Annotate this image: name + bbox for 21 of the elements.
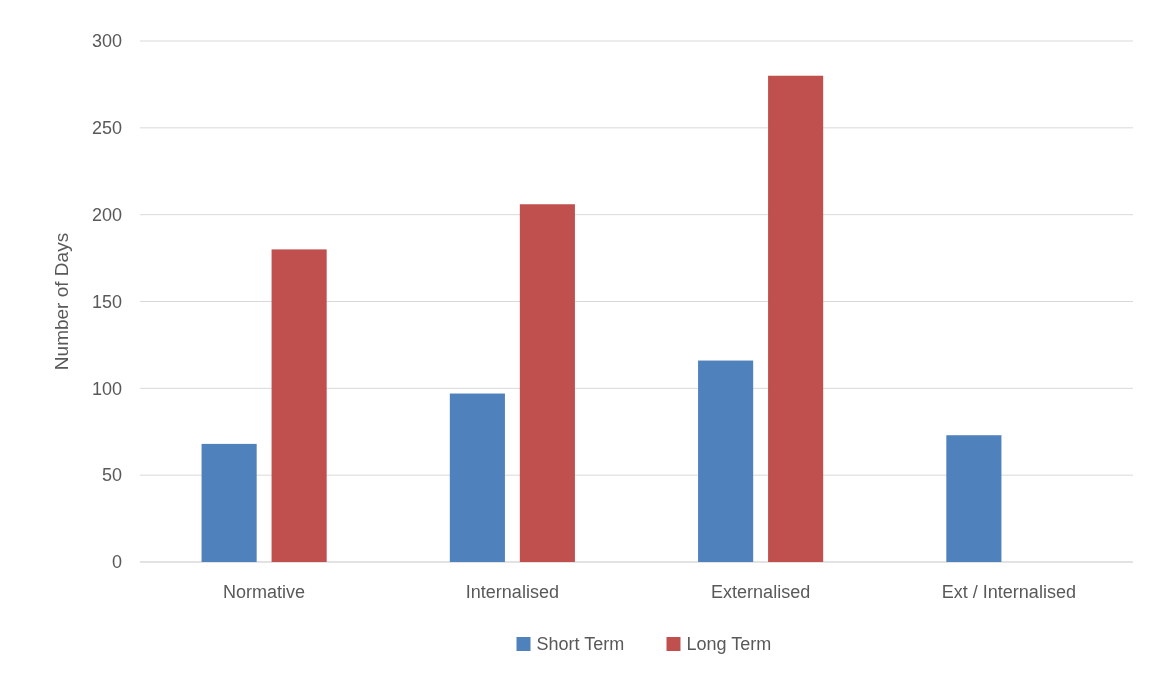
x-tick-label: Externalised: [711, 582, 811, 602]
bar: [768, 75, 824, 562]
x-tick-label: Normative: [223, 582, 306, 602]
bar: [946, 435, 1002, 562]
y-tick-label: 100: [91, 378, 122, 399]
bar: [449, 393, 505, 562]
y-tick-label: 250: [91, 118, 122, 139]
y-tick-label: 0: [111, 552, 122, 573]
y-tick-label: 150: [91, 291, 122, 312]
legend-label: Short Term: [536, 634, 625, 655]
x-tick-label: Internalised: [465, 582, 559, 602]
y-axis-title: Number of Days: [51, 232, 72, 371]
y-tick-label: 50: [101, 465, 122, 486]
y-tick-label: 300: [91, 31, 122, 52]
x-tick-label: Ext / Internalised: [941, 582, 1076, 602]
bar: [519, 204, 575, 562]
bar: [271, 249, 327, 562]
bar: [698, 360, 754, 562]
bar: [201, 443, 257, 562]
y-tick-label: 200: [91, 204, 122, 225]
legend-label: Long Term: [686, 634, 772, 655]
